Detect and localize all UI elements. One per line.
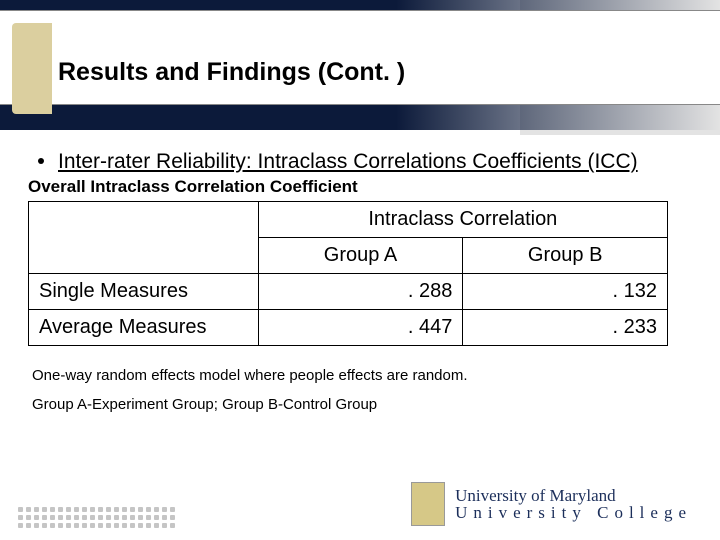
- bullet-dot-icon: [38, 158, 44, 164]
- logo-text: University of Maryland University Colleg…: [455, 487, 692, 521]
- icc-table: Intraclass Correlation Group A Group B S…: [28, 201, 668, 346]
- logo-mark-icon: [411, 482, 445, 526]
- table-row: Single Measures . 288 . 132: [29, 274, 668, 310]
- footnote-block: One-way random effects model where peopl…: [32, 362, 692, 419]
- bullet-text: Inter-rater Reliability: Intraclass Corr…: [58, 148, 638, 175]
- header-gold-tab: [12, 23, 52, 114]
- table-col-b: Group B: [463, 238, 668, 274]
- footer-dot-grid: [18, 507, 175, 528]
- cell-value: . 233: [463, 310, 668, 346]
- footnote-line-2: Group A-Experiment Group; Group B-Contro…: [32, 391, 692, 420]
- row-label: Single Measures: [29, 274, 259, 310]
- institution-logo: University of Maryland University Colleg…: [411, 482, 692, 526]
- cell-value: . 447: [258, 310, 463, 346]
- table-corner-cell: [29, 202, 259, 274]
- table-caption: Overall Intraclass Correlation Coefficie…: [28, 177, 692, 197]
- footer: University of Maryland University Colleg…: [0, 472, 720, 532]
- cell-value: . 288: [258, 274, 463, 310]
- content-area: Inter-rater Reliability: Intraclass Corr…: [28, 148, 692, 419]
- table-row: Average Measures . 447 . 233: [29, 310, 668, 346]
- logo-line-1: University of Maryland: [455, 487, 692, 504]
- footnote-line-1: One-way random effects model where peopl…: [32, 362, 692, 391]
- table-col-a: Group A: [258, 238, 463, 274]
- table-header-span: Intraclass Correlation: [258, 202, 667, 238]
- page-title: Results and Findings (Cont. ): [58, 58, 405, 87]
- table-header-row-1: Intraclass Correlation: [29, 202, 668, 238]
- cell-value: . 132: [463, 274, 668, 310]
- bullet-item: Inter-rater Reliability: Intraclass Corr…: [28, 148, 692, 175]
- logo-line-2: University College: [455, 504, 692, 521]
- row-label: Average Measures: [29, 310, 259, 346]
